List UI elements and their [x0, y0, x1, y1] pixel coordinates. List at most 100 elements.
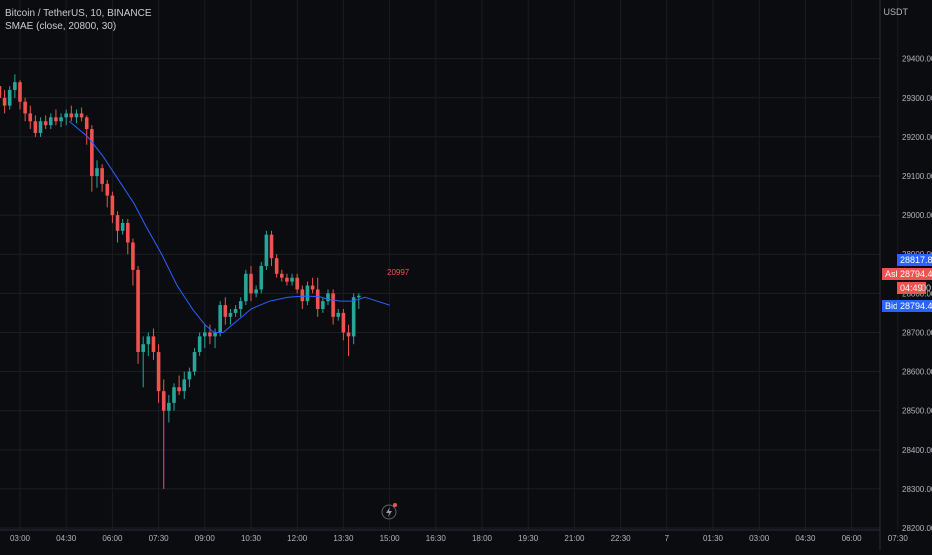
- lightning-icon[interactable]: [381, 503, 397, 520]
- x-tick-label: 10:30: [241, 534, 262, 543]
- y-tick-label: 28300.00: [902, 485, 932, 494]
- candle-body[interactable]: [90, 129, 94, 177]
- candle-body[interactable]: [310, 285, 315, 290]
- candle-body[interactable]: [156, 352, 161, 392]
- x-tick-label: 06:00: [842, 534, 863, 543]
- candle-body[interactable]: [331, 293, 335, 317]
- candle-body[interactable]: [167, 402, 171, 411]
- candle-body[interactable]: [208, 332, 212, 337]
- candle-body[interactable]: [341, 312, 346, 333]
- countdown-tag: 04:49: [897, 282, 926, 294]
- candle-body[interactable]: [105, 183, 110, 196]
- candle-body[interactable]: [300, 289, 305, 302]
- candle-body[interactable]: [48, 117, 53, 126]
- candle-body[interactable]: [254, 289, 258, 294]
- candle-body[interactable]: [43, 121, 48, 126]
- x-tick-label: 16:30: [426, 534, 447, 543]
- candle-body[interactable]: [269, 234, 274, 259]
- y-tick-label: 28600.00: [902, 368, 932, 377]
- y-tick-label: 28200.00: [902, 524, 932, 533]
- candle-body[interactable]: [351, 297, 356, 337]
- candle-body[interactable]: [95, 168, 99, 177]
- candle-body[interactable]: [177, 387, 181, 392]
- x-tick-label: 03:00: [10, 534, 31, 543]
- candle-body[interactable]: [0, 86, 2, 98]
- candle-body[interactable]: [2, 97, 7, 106]
- x-tick-label: 18:00: [472, 534, 493, 543]
- candle-body[interactable]: [100, 168, 104, 184]
- candle-body[interactable]: [28, 113, 33, 122]
- candle-body[interactable]: [285, 277, 289, 282]
- candle-body[interactable]: [146, 336, 151, 345]
- x-tick-label: 19:30: [518, 534, 539, 543]
- candle-body[interactable]: [290, 277, 294, 282]
- candle-body[interactable]: [136, 269, 140, 353]
- y-tick-label: 29000.00: [902, 211, 932, 220]
- candle-body[interactable]: [336, 312, 341, 317]
- ma-line: [68, 120, 390, 333]
- candle-body[interactable]: [54, 117, 58, 122]
- candle-body[interactable]: [38, 121, 43, 133]
- candle-body[interactable]: [33, 121, 38, 133]
- candle-body[interactable]: [192, 352, 197, 372]
- candle-body[interactable]: [125, 222, 130, 243]
- candle-body[interactable]: [274, 258, 279, 274]
- high-price-tag: 28817.80: [897, 254, 932, 266]
- candle-body[interactable]: [197, 336, 202, 353]
- x-tick-label: 04:30: [795, 534, 816, 543]
- x-tick-label: 12:00: [287, 534, 308, 543]
- time-axis-ticks: 03:00 04:30 06:00 07:30 09:00 10:30 12:00 13:30…: [10, 534, 908, 543]
- candle-body[interactable]: [259, 265, 264, 290]
- symbol-title[interactable]: Bitcoin / TetherUS, 10, BINANCE: [5, 8, 152, 19]
- candle-body[interactable]: [228, 312, 233, 317]
- candle-body[interactable]: [218, 305, 222, 333]
- candle-body[interactable]: [110, 195, 115, 216]
- bid-price-tag: 28794.41: [897, 300, 932, 312]
- candle-body[interactable]: [233, 309, 238, 313]
- candle-body[interactable]: [213, 332, 217, 337]
- candle-body[interactable]: [315, 289, 320, 310]
- indicator-label[interactable]: SMAE (close, 20800, 30): [5, 21, 117, 32]
- candle-body[interactable]: [59, 117, 63, 122]
- candle-body[interactable]: [23, 101, 27, 114]
- candle-body[interactable]: [69, 113, 74, 118]
- candle-body[interactable]: [151, 336, 156, 353]
- candle-body[interactable]: [84, 117, 89, 130]
- candle-body[interactable]: [326, 293, 330, 302]
- y-tick-label: 28400.00: [902, 446, 932, 455]
- candle-body[interactable]: [7, 89, 12, 106]
- y-tick-label: 29200.00: [902, 133, 932, 142]
- x-tick-label: 7: [665, 534, 670, 543]
- candle-body[interactable]: [131, 242, 135, 270]
- candle-body[interactable]: [172, 387, 176, 403]
- candle-body[interactable]: [13, 82, 17, 90]
- candle-body[interactable]: [115, 215, 120, 231]
- candle-body[interactable]: [244, 273, 248, 302]
- candle-body[interactable]: [64, 113, 68, 118]
- grid: [0, 0, 899, 550]
- candle-body[interactable]: [187, 371, 192, 380]
- candle-body[interactable]: [305, 285, 310, 302]
- candle-body[interactable]: [223, 305, 228, 317]
- candle-body[interactable]: [120, 222, 125, 231]
- x-tick-label: 03:00: [749, 534, 770, 543]
- candle-body[interactable]: [356, 295, 361, 298]
- candle-body[interactable]: [141, 344, 145, 353]
- candle-body[interactable]: [161, 391, 166, 411]
- candles: [0, 74, 361, 489]
- candle-body[interactable]: [346, 332, 351, 337]
- candle-body[interactable]: [321, 301, 325, 310]
- candle-body[interactable]: [79, 113, 84, 118]
- candle-body[interactable]: [18, 82, 22, 102]
- candle-body[interactable]: [249, 273, 253, 294]
- y-tick-label: 29400.00: [902, 55, 932, 64]
- candle-body[interactable]: [182, 379, 187, 392]
- candle-body[interactable]: [295, 277, 299, 290]
- candle-body[interactable]: [279, 273, 284, 278]
- candle-body[interactable]: [238, 301, 243, 310]
- candle-body[interactable]: [264, 234, 269, 266]
- x-tick-label: 04:30: [56, 534, 77, 543]
- candle-body[interactable]: [74, 113, 79, 118]
- candle-body[interactable]: [202, 332, 207, 337]
